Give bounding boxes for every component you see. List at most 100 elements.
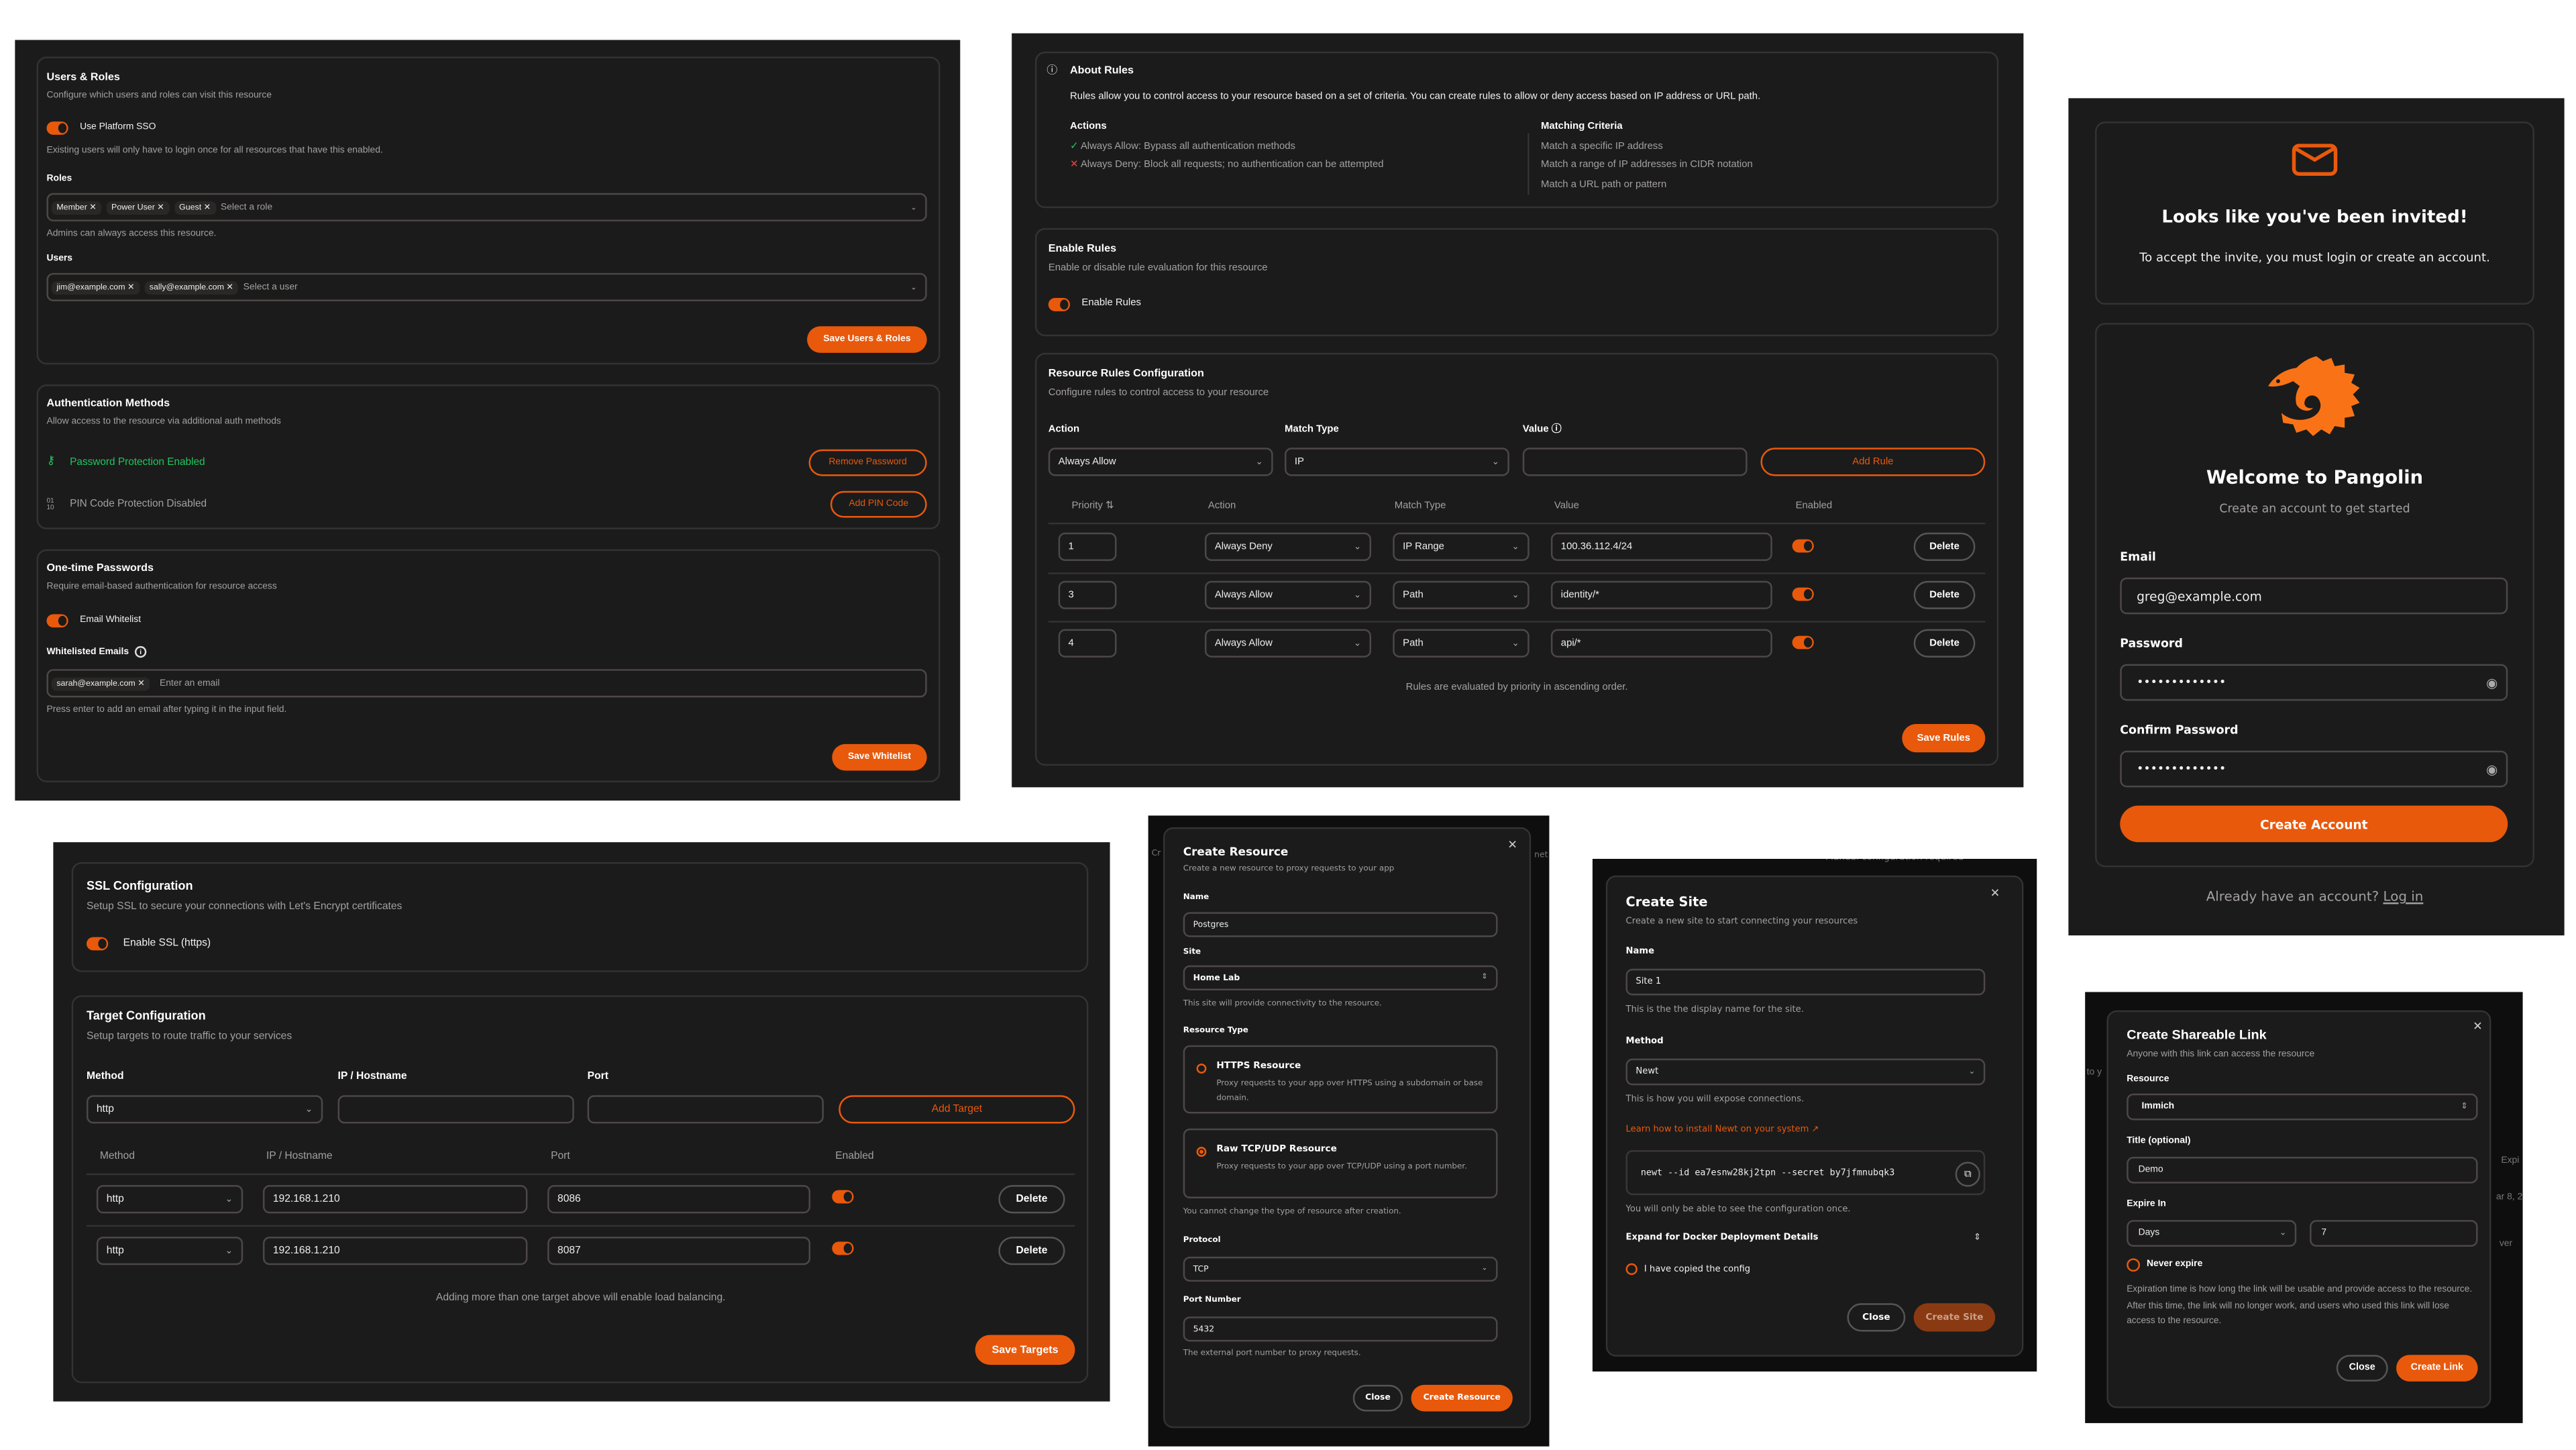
add-pin-button[interactable]: Add PIN Code	[830, 490, 927, 518]
rule-value-input[interactable]: api/*	[1550, 629, 1772, 658]
section-desc: Require email-based authentication for r…	[46, 582, 277, 592]
name-input[interactable]: Site 1	[1625, 968, 1986, 996]
target-port-input[interactable]: 8086	[547, 1185, 811, 1214]
login-link[interactable]: Log in	[2383, 889, 2424, 904]
create-site-button[interactable]: Create Site	[1913, 1303, 1996, 1332]
role-chip[interactable]: Member ✕	[51, 200, 102, 214]
target-enabled-toggle[interactable]	[832, 1241, 854, 1255]
sso-toggle[interactable]	[46, 121, 68, 135]
install-newt-link[interactable]: Learn how to install Newt on your system…	[1625, 1125, 1819, 1135]
rule-action-select[interactable]: Always Allow ⌄	[1204, 629, 1372, 658]
rule-value-input[interactable]: 100.36.112.4/24	[1550, 532, 1772, 561]
command-box[interactable]: newt --id ea7esnw28kj2tpn --secret by7jf…	[1625, 1150, 1986, 1196]
column-enabled: Enabled	[1795, 501, 1833, 512]
rule-enabled-toggle[interactable]	[1792, 539, 1814, 553]
rule-enabled-toggle[interactable]	[1792, 635, 1814, 650]
copied-checkbox[interactable]	[1625, 1263, 1638, 1276]
save-rules-button[interactable]: Save Rules	[1902, 724, 1986, 753]
sort-icon[interactable]: ⇅	[1105, 501, 1114, 512]
rule-value-input[interactable]: identity/*	[1550, 580, 1772, 609]
expire-amount-input[interactable]: 7	[2310, 1220, 2478, 1247]
port-input[interactable]: 5432	[1183, 1316, 1498, 1342]
delete-rule-button[interactable]: Delete	[1913, 532, 1976, 561]
delete-rule-button[interactable]: Delete	[1913, 580, 1976, 609]
delete-target-button[interactable]: Delete	[998, 1237, 1065, 1265]
rule-match-select[interactable]: Path ⌄	[1393, 629, 1529, 658]
target-method-select[interactable]: http ⌄	[96, 1237, 244, 1265]
port-input[interactable]	[587, 1095, 824, 1124]
priority-input[interactable]: 3	[1058, 580, 1117, 609]
role-chip[interactable]: Power User ✕	[106, 200, 170, 214]
rule-action-select[interactable]: Always Deny ⌄	[1204, 532, 1372, 561]
target-ip-input[interactable]: 192.168.1.210	[262, 1237, 528, 1265]
match-type-select[interactable]: IP ⌄	[1285, 448, 1509, 476]
radio-icon[interactable]	[1196, 1064, 1207, 1074]
signup-title: Welcome to Pangolin	[2206, 466, 2424, 488]
priority-input[interactable]: 4	[1058, 629, 1117, 658]
name-input[interactable]: Postgres	[1183, 912, 1498, 937]
delete-target-button[interactable]: Delete	[998, 1185, 1065, 1214]
protocol-select[interactable]: TCP ⌄	[1183, 1256, 1498, 1282]
close-icon[interactable]: ✕	[2473, 1021, 2483, 1033]
delete-rule-button[interactable]: Delete	[1913, 629, 1976, 658]
email-input[interactable]: sarah@example.com ✕ Enter an email	[46, 669, 927, 698]
expire-unit-select[interactable]: Days ⌄	[2127, 1220, 2297, 1247]
confirm-password-field[interactable]: ••••••••••••• ◉	[2120, 750, 2508, 788]
create-resource-button[interactable]: Create Resource	[1411, 1384, 1513, 1412]
password-field[interactable]: ••••••••••••• ◉	[2120, 664, 2508, 701]
target-method-select[interactable]: http ⌄	[96, 1185, 244, 1214]
rule-match-select[interactable]: IP Range ⌄	[1393, 532, 1529, 561]
close-button[interactable]: Close	[1847, 1303, 1906, 1332]
add-rule-button[interactable]: Add Rule	[1760, 448, 1986, 476]
role-chip[interactable]: Guest ✕	[174, 200, 216, 214]
close-icon[interactable]: ✕	[1990, 886, 2000, 900]
email-whitelist-toggle[interactable]	[46, 614, 68, 628]
eye-icon[interactable]: ◉	[2486, 674, 2498, 690]
radio-selected-icon[interactable]	[1196, 1147, 1207, 1157]
rule-enabled-toggle[interactable]	[1792, 587, 1814, 601]
enable-rules-toggle[interactable]	[1048, 298, 1071, 311]
never-expire-checkbox[interactable]	[2127, 1258, 2141, 1272]
chevron-up-down-icon[interactable]: ⇕	[1973, 1233, 1982, 1243]
close-icon[interactable]: ✕	[1507, 838, 1517, 852]
save-targets-button[interactable]: Save Targets	[975, 1335, 1075, 1365]
close-button[interactable]: Close	[2336, 1355, 2388, 1382]
title-input[interactable]: Demo	[2127, 1157, 2478, 1184]
value-input[interactable]	[1522, 448, 1748, 476]
email-field[interactable]: greg@example.com	[2120, 577, 2508, 615]
priority-input[interactable]: 1	[1058, 532, 1117, 561]
dialog-title: Create Resource	[1183, 845, 1289, 859]
roles-select[interactable]: Member ✕ Power User ✕ Guest ✕ Select a r…	[46, 193, 927, 221]
raw-resource-option[interactable]: Raw TCP/UDP Resource Proxy requests to y…	[1183, 1128, 1498, 1199]
resource-select[interactable]: Immich ⇕	[2127, 1093, 2478, 1121]
ip-input[interactable]	[337, 1095, 574, 1124]
site-select[interactable]: Home Lab ⇕	[1183, 965, 1498, 990]
rule-action-select[interactable]: Always Allow ⌄	[1204, 580, 1372, 609]
email-chip[interactable]: sarah@example.com ✕	[51, 676, 150, 690]
save-users-roles-button[interactable]: Save Users & Roles	[807, 326, 927, 353]
target-ip-input[interactable]: 192.168.1.210	[262, 1185, 528, 1214]
close-button[interactable]: Close	[1352, 1384, 1403, 1412]
user-chip[interactable]: jim@example.com ✕	[51, 280, 140, 294]
remove-password-button[interactable]: Remove Password	[808, 449, 927, 476]
users-select[interactable]: jim@example.com ✕ sally@example.com ✕ Se…	[46, 272, 927, 301]
https-resource-option[interactable]: HTTPS Resource Proxy requests to your ap…	[1183, 1045, 1498, 1114]
ssl-toggle[interactable]	[86, 937, 109, 951]
method-select[interactable]: http ⌄	[86, 1095, 323, 1124]
column-priority[interactable]: Priority ⇅	[1071, 501, 1114, 512]
create-link-button[interactable]: Create Link	[2396, 1355, 2478, 1382]
save-whitelist-button[interactable]: Save Whitelist	[832, 743, 927, 771]
copy-icon[interactable]: ⧉	[1955, 1161, 1980, 1187]
method-select[interactable]: Newt ⌄	[1625, 1058, 1986, 1086]
target-port-input[interactable]: 8087	[547, 1237, 811, 1265]
user-chip[interactable]: sally@example.com ✕	[144, 280, 239, 294]
eye-icon[interactable]: ◉	[2486, 761, 2498, 777]
action-select[interactable]: Always Allow ⌄	[1048, 448, 1273, 476]
target-enabled-toggle[interactable]	[832, 1190, 854, 1204]
background-text: net	[1534, 850, 1548, 861]
docker-expand[interactable]: Expand for Docker Deployment Details	[1625, 1233, 1819, 1243]
name-label: Name	[1183, 894, 1210, 902]
create-account-button[interactable]: Create Account	[2120, 805, 2508, 843]
rule-match-select[interactable]: Path ⌄	[1393, 580, 1529, 609]
add-target-button[interactable]: Add Target	[839, 1095, 1075, 1124]
